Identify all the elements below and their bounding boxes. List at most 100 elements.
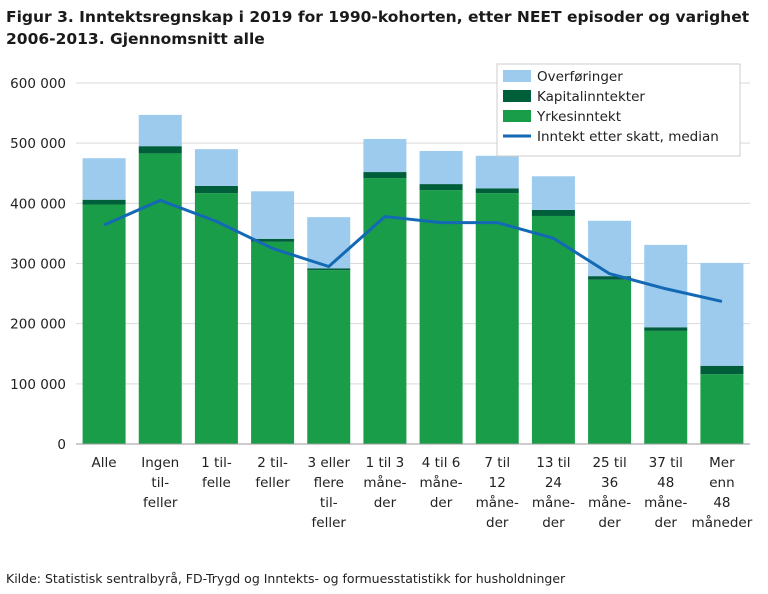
y-tick-label: 400 000 xyxy=(10,196,66,212)
x-tick-label-line: Mer xyxy=(709,455,735,471)
x-tick-label-line: til- xyxy=(151,475,169,491)
x-tick-label-line: måne- xyxy=(476,494,519,511)
bar-segment xyxy=(307,217,351,269)
bar-segment xyxy=(419,150,463,185)
bar-segment xyxy=(138,153,182,444)
x-tick-label-line: enn xyxy=(709,475,734,491)
bar-segment xyxy=(307,270,351,444)
bar-segment xyxy=(138,146,182,154)
x-tick-label: 4 til 6 måne-der xyxy=(419,455,462,511)
bar-segment xyxy=(82,199,126,205)
x-tick-label-line: 48 xyxy=(713,495,730,511)
legend-swatch xyxy=(503,110,531,122)
x-tick-label-line: der xyxy=(598,515,621,531)
x-tick-label: Mer enn 48 måneder xyxy=(692,455,753,531)
bar-segment xyxy=(363,178,407,444)
x-tick-label-line: feller xyxy=(143,495,178,511)
source-note: Kilde: Statistisk sentralbyrå, FD-Trygd … xyxy=(6,571,566,586)
x-tick-label-line: måne- xyxy=(588,494,631,511)
x-tick-label-line: feller xyxy=(255,475,290,491)
x-tick-label: 1 til 3 måne-der xyxy=(363,455,406,511)
bar-segment xyxy=(419,190,463,444)
x-tick-label-line: måneder xyxy=(692,514,753,531)
bar-segment xyxy=(475,193,519,444)
legend-label: Kapitalinntekter xyxy=(537,89,645,105)
x-tick-label-line: der xyxy=(655,515,678,531)
x-tick-label: 2 til-feller xyxy=(255,455,290,491)
legend-swatch xyxy=(503,90,531,102)
bar-segment xyxy=(531,215,575,444)
x-tick-label-line: 13 til xyxy=(536,455,570,471)
bar-segment xyxy=(588,276,632,280)
x-tick-label-line: Ingen xyxy=(141,455,179,471)
x-tick-label-line: 12 xyxy=(489,475,506,491)
bar-segment xyxy=(588,279,632,444)
x-tick-label-line: Alle xyxy=(92,455,117,471)
bar-segment xyxy=(363,138,407,173)
x-tick-label: Ingen til-feller xyxy=(141,455,179,511)
x-tick-label-line: måne- xyxy=(532,494,575,511)
y-tick-label: 0 xyxy=(57,437,66,453)
x-tick-label-line: felle xyxy=(202,475,231,491)
x-tick-label-line: feller xyxy=(312,515,347,531)
x-tick-label-line: 1 til- xyxy=(201,455,232,471)
bar-segment xyxy=(82,158,126,200)
x-tick-label-line: flere xyxy=(314,475,344,491)
bar-segment xyxy=(194,185,238,194)
line-series xyxy=(103,198,723,303)
y-tick-label: 300 000 xyxy=(10,257,66,273)
x-tick-label-line: 1 til 3 xyxy=(366,455,405,471)
bar-segment xyxy=(644,327,688,331)
x-tick-label-line: 3 eller xyxy=(307,455,350,471)
x-tick-label-line: der xyxy=(374,495,397,511)
bar-segment xyxy=(194,193,238,444)
bar-segment xyxy=(588,220,632,277)
bar-segment xyxy=(700,262,744,366)
bar-segment xyxy=(138,114,182,147)
bar-segment xyxy=(700,365,744,375)
bar-segment xyxy=(644,330,688,444)
x-tick-label-line: 4 til 6 xyxy=(422,455,461,471)
x-tick-label-line: der xyxy=(486,515,509,531)
legend-box xyxy=(496,63,741,157)
legend-swatch xyxy=(503,70,531,82)
legend-label: Overføringer xyxy=(537,69,623,85)
x-tick-label: 25 til 36 måne-der xyxy=(588,455,631,531)
x-tick-label-line: til- xyxy=(320,495,338,511)
x-tick-label: 1 til-felle xyxy=(201,455,232,491)
bar-segment xyxy=(531,209,575,216)
x-tick-label-line: måne- xyxy=(363,474,406,491)
x-tick-label-line: der xyxy=(430,495,453,511)
bar-segment xyxy=(307,268,351,271)
chart-title: Figur 3. Inntektsregnskap i 2019 for 199… xyxy=(6,8,750,48)
bar-segment xyxy=(251,191,295,239)
legend-label: Inntekt etter skatt, median xyxy=(537,129,719,145)
x-tick-label: 37 til 48 måne-der xyxy=(644,455,687,531)
bar-segment xyxy=(82,204,126,444)
x-tick-label-line: måne- xyxy=(644,494,687,511)
x-tick-label-line: 25 til xyxy=(592,455,626,471)
legend-label: Yrkesinntekt xyxy=(536,109,621,125)
y-tick-label: 500 000 xyxy=(10,136,66,152)
bar-segment xyxy=(251,238,295,242)
x-tick-label-line: 37 til xyxy=(649,455,683,471)
x-tick-label-line: 24 xyxy=(545,475,562,491)
x-tick-label: Alle xyxy=(92,455,117,471)
x-tick-label: 3 eller flere til-feller xyxy=(307,455,350,531)
bar-segment xyxy=(251,241,295,444)
x-tick-label-line: 2 til- xyxy=(257,455,288,471)
bar-segment xyxy=(700,374,744,444)
bar-segment xyxy=(531,176,575,210)
x-tick-label-line: 48 xyxy=(657,475,674,491)
x-tick-label-line: der xyxy=(542,515,565,531)
bar-segment xyxy=(363,172,407,179)
x-tick-label-line: måne- xyxy=(419,474,462,491)
bar-segment xyxy=(475,155,519,189)
y-tick-label: 100 000 xyxy=(10,377,66,393)
x-tick-label: 7 til 12 måne-der xyxy=(476,455,519,531)
x-tick-label-line: 36 xyxy=(601,475,618,491)
bar-segment xyxy=(419,184,463,191)
x-tick-label: 13 til 24 måne-der xyxy=(532,455,575,531)
bar-segment xyxy=(194,149,238,186)
